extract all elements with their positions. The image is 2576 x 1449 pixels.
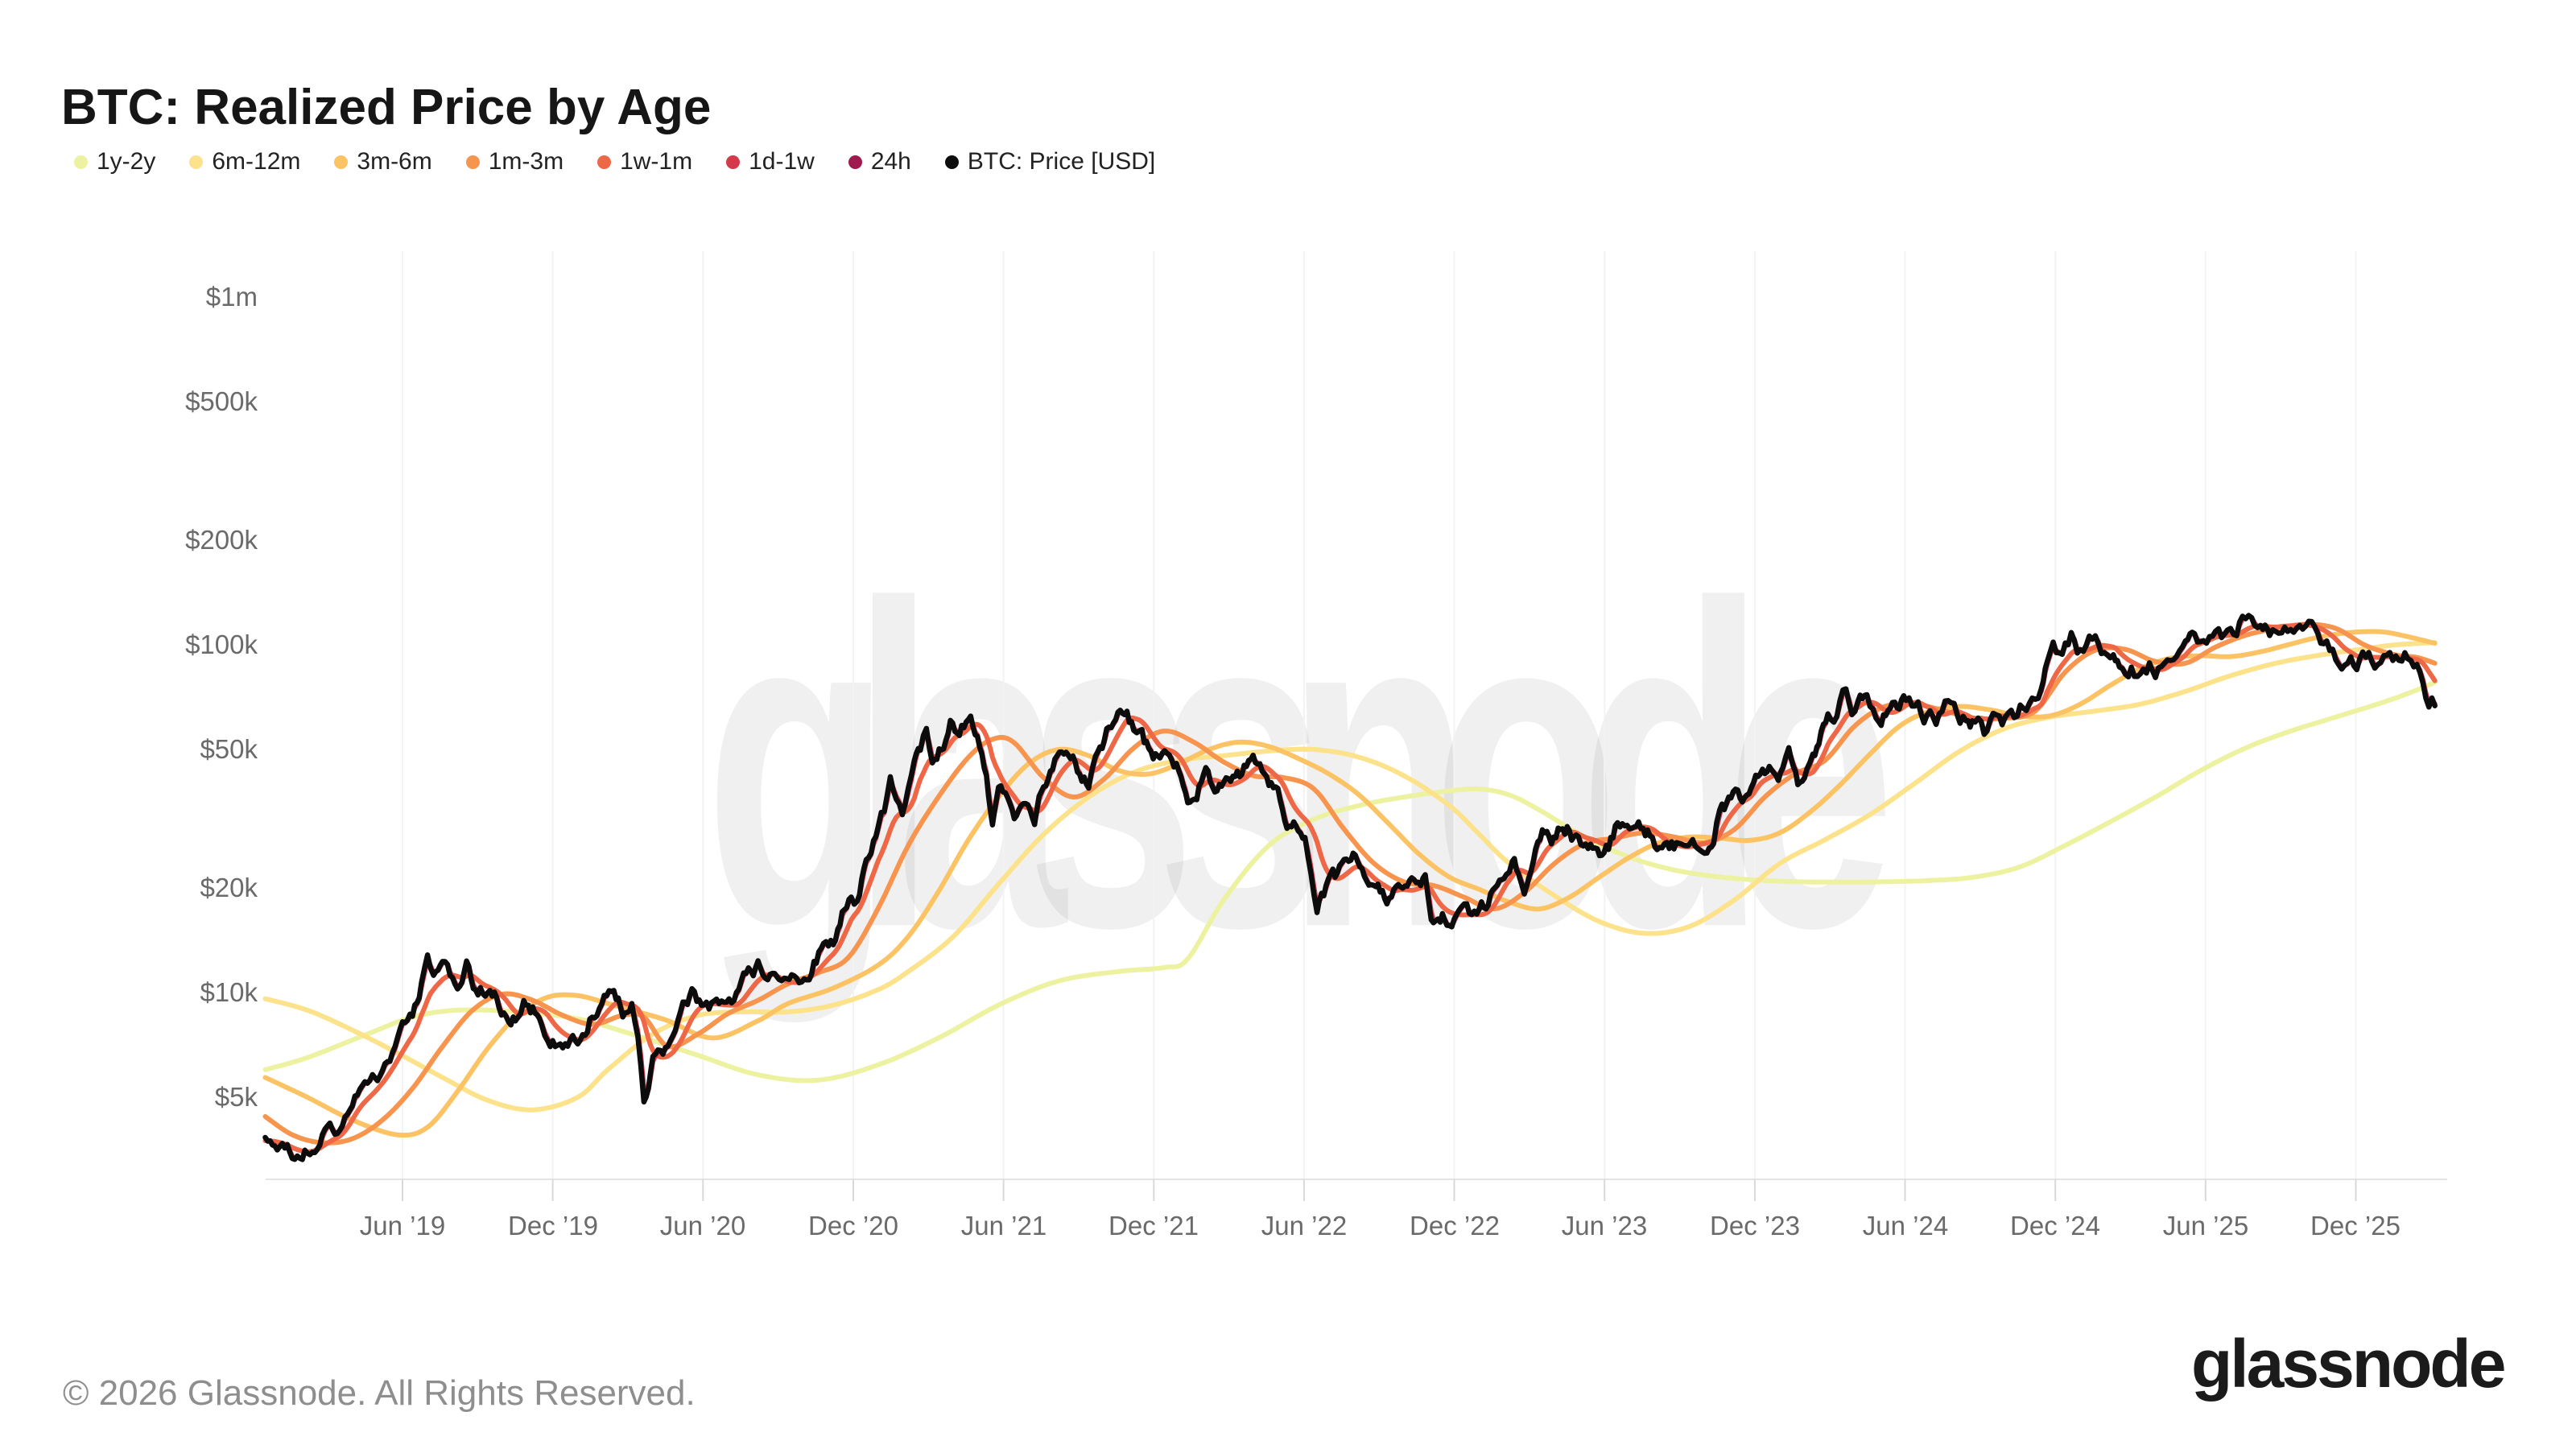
copyright-text: © 2026 Glassnode. All Rights Reserved. (63, 1373, 696, 1413)
legend-swatch-icon (334, 155, 349, 169)
legend-label: 1y-2y (97, 148, 156, 175)
x-axis-label: Jun ’21 (960, 1211, 1047, 1241)
y-axis-label: $50k (200, 734, 258, 764)
legend-swatch-icon (944, 155, 959, 169)
legend-label: 6m-12m (212, 148, 301, 175)
legend-item-3m-6m[interactable]: 3m-6m (334, 148, 432, 175)
legend-item-24h[interactable]: 24h (848, 148, 911, 175)
series-line-6m-12m (262, 640, 2438, 1113)
legend-swatch-icon (848, 155, 862, 169)
x-axis-label: Jun ’19 (359, 1211, 446, 1241)
page-title: BTC: Realized Price by Age (61, 79, 712, 135)
x-axis-label: Dec ’20 (808, 1211, 898, 1241)
series-line-1w-1m (262, 621, 2438, 1154)
y-axis-label: $5k (214, 1082, 258, 1112)
legend-swatch-icon (726, 155, 741, 169)
legend-label: 24h (870, 148, 911, 175)
legend-label: 3m-6m (357, 148, 432, 175)
legend-label: 1w-1m (620, 148, 693, 175)
x-axis-label: Dec ’24 (2010, 1211, 2100, 1241)
chart-lines (262, 613, 2438, 1162)
legend-item-1y-2y[interactable]: 1y-2y (74, 148, 155, 175)
x-axis-label: Jun ’23 (1561, 1211, 1648, 1241)
x-axis-label: Jun ’24 (1862, 1211, 1949, 1241)
legend-swatch-icon (465, 155, 480, 169)
legend-item-6m-12m[interactable]: 6m-12m (189, 148, 300, 175)
y-axis-label: $1m (205, 282, 258, 312)
y-axis-label: $500k (185, 386, 258, 416)
chart-legend: 1y-2y 6m-12m 3m-6m 1m-3m 1w-1m 1d-1w 24h BTC: P… (74, 148, 1189, 175)
series-line-1d-1w (262, 613, 2438, 1162)
legend-swatch-icon (189, 155, 204, 169)
x-axis-label: Dec ’23 (1710, 1211, 1800, 1241)
legend-item-1w-1m[interactable]: 1w-1m (597, 148, 692, 175)
x-axis-label: Dec ’21 (1108, 1211, 1199, 1241)
legend-item-1d-1w[interactable]: 1d-1w (726, 148, 815, 175)
legend-swatch-icon (74, 155, 88, 169)
series-line-24h (262, 613, 2438, 1162)
series-line-btc-price-usd- (262, 613, 2438, 1162)
series-line-3m-6m (262, 629, 2438, 1138)
legend-item-1m-3m[interactable]: 1m-3m (465, 148, 564, 175)
y-axis-label: $10k (200, 977, 258, 1007)
legend-label: BTC: Price [USD] (967, 148, 1156, 175)
legend-label: 1m-3m (488, 148, 564, 175)
y-axis-label: $20k (200, 873, 258, 902)
y-axis-label: $200k (185, 525, 258, 555)
glassnode-logo: glassnode (2191, 1326, 2506, 1402)
x-axis-label: Jun ’22 (1261, 1211, 1348, 1241)
x-axis-label: Dec ’25 (2310, 1211, 2401, 1241)
y-axis-label: $100k (185, 630, 258, 659)
legend-swatch-icon (597, 155, 612, 169)
x-axis-label: Jun ’25 (2162, 1211, 2249, 1241)
glassnode-watermark: glassnode (704, 510, 1895, 1023)
legend-label: 1d-1w (749, 148, 815, 175)
legend-item-btc-price-usd-[interactable]: BTC: Price [USD] (944, 148, 1156, 175)
x-axis-label: Dec ’22 (1410, 1211, 1500, 1241)
x-axis-label: Jun ’20 (659, 1211, 746, 1241)
x-axis-label: Dec ’19 (508, 1211, 598, 1241)
series-line-1m-3m (262, 621, 2438, 1146)
